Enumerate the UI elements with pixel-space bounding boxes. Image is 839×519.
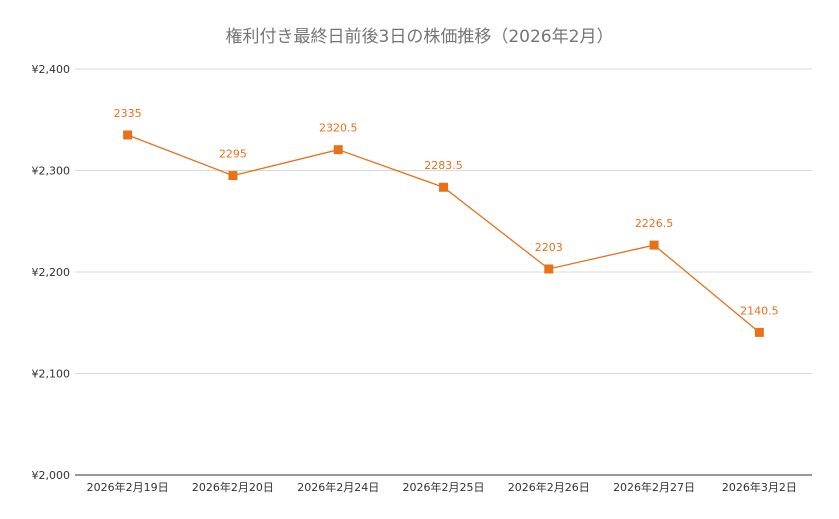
data-point (228, 171, 238, 181)
y-tick-label: ¥2,300 (32, 165, 71, 178)
x-tick-label: 2026年2月25日 (403, 480, 485, 494)
y-tick-label: ¥2,400 (32, 63, 71, 76)
data-point (123, 130, 133, 140)
x-tick-label: 2026年2月24日 (297, 480, 379, 494)
chart-title: 権利付き最終日前後3日の株価推移（2026年2月） (225, 27, 614, 47)
data-label: 2203 (535, 241, 563, 254)
data-point (754, 327, 764, 337)
data-point (439, 182, 448, 192)
data-label: 2295 (219, 148, 247, 161)
x-tick-label: 2026年3月2日 (722, 480, 797, 494)
y-tick-label: ¥2,000 (32, 469, 71, 482)
y-tick-label: ¥2,100 (32, 368, 71, 381)
data-label: 2140.5 (740, 304, 779, 317)
x-tick-label: 2026年2月20日 (192, 480, 274, 494)
x-tick-label: 2026年2月26日 (508, 480, 590, 494)
x-tick-label: 2026年2月27日 (613, 480, 695, 494)
data-label: 2226.5 (635, 217, 674, 230)
data-label: 2283.5 (424, 159, 463, 172)
data-point (333, 145, 343, 155)
data-label: 2335 (114, 107, 142, 120)
y-tick-label: ¥2,200 (32, 266, 71, 279)
data-point (649, 240, 659, 250)
data-point (544, 264, 554, 274)
x-tick-label: 2026年2月19日 (87, 480, 169, 494)
data-label: 2320.5 (319, 122, 358, 135)
